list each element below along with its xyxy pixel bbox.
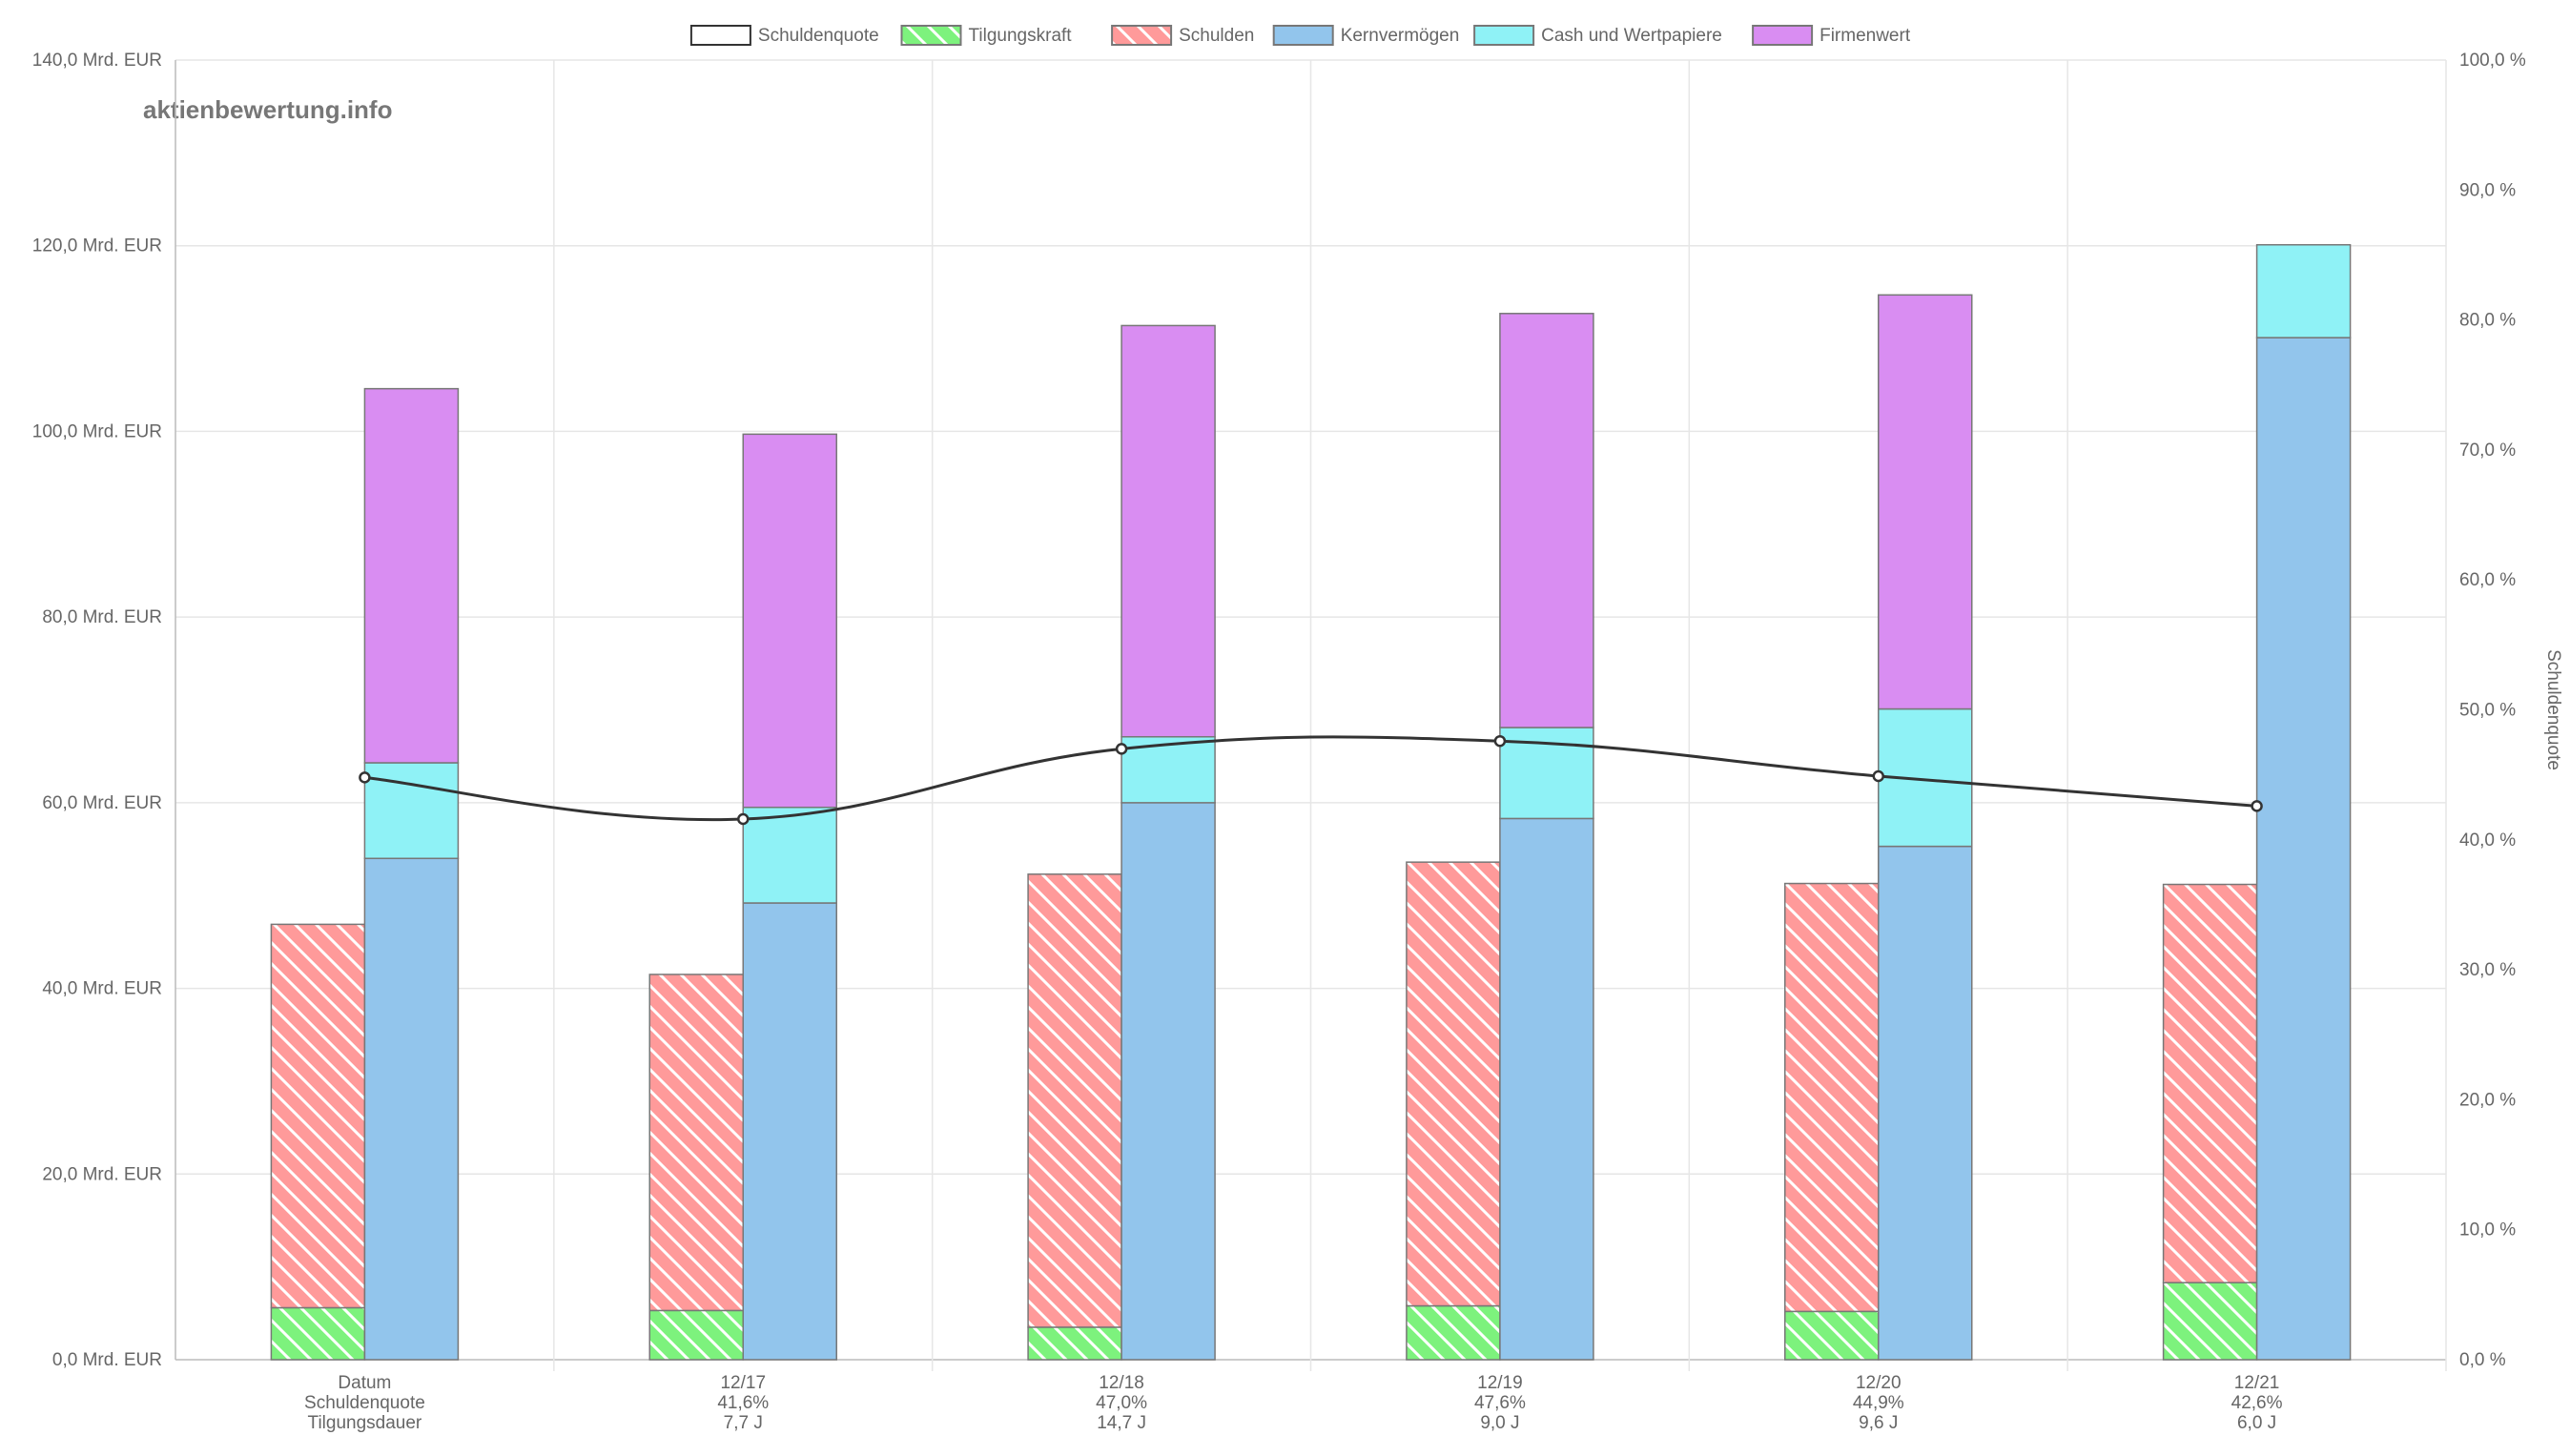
- y-right-tick-label: 40,0 %: [2459, 831, 2516, 851]
- y-right-tick-label: 60,0 %: [2459, 570, 2516, 590]
- y-right-tick-label: 70,0 %: [2459, 441, 2516, 461]
- y-left-tick-label: 80,0 Mrd. EUR: [42, 607, 162, 627]
- bar-schulden: [1406, 861, 1501, 1307]
- bar-tilgungskraft: [270, 1306, 366, 1361]
- y-left-tick-label: 100,0 Mrd. EUR: [32, 421, 162, 441]
- point-schuldenquote: [737, 812, 750, 826]
- bar-kernverm-gen: [1121, 802, 1216, 1361]
- y-right-tick-label: 10,0 %: [2459, 1220, 2516, 1241]
- x-tick-label: 12/21: [2234, 1373, 2280, 1393]
- point-schuldenquote: [359, 771, 371, 784]
- y-left-tick-label: 40,0 Mrd. EUR: [42, 979, 162, 999]
- y-left-tick-label: 60,0 Mrd. EUR: [42, 793, 162, 813]
- bar-kernverm-gen: [1878, 845, 1973, 1361]
- legend-label: Tilgungskraft: [969, 26, 1073, 46]
- bar-firmenwert: [363, 387, 460, 764]
- watermark: aktienbewertung.info: [143, 95, 393, 124]
- x-tick-label: Tilgungsdauer: [308, 1413, 422, 1433]
- bar-firmenwert: [1878, 294, 1973, 710]
- bar-firmenwert: [742, 433, 837, 809]
- bar-tilgungskraft: [1027, 1326, 1122, 1361]
- bar-tilgungskraft: [1406, 1304, 1501, 1361]
- x-tick-label: 12/18: [1099, 1373, 1144, 1393]
- legend: Schuldenquote Tilgungskraft Schulden Kernve…: [689, 25, 1911, 46]
- x-tick-label: 42,6%: [2231, 1393, 2283, 1413]
- line-series: [359, 734, 2263, 826]
- x-tick-label: 47,6%: [1474, 1393, 1526, 1413]
- bar-firmenwert: [1121, 324, 1216, 738]
- legend-label: Firmenwert: [1820, 26, 1911, 46]
- axes: 0,0 Mrd. EUR 20,0 Mrd. EUR 40,0 Mrd. EUR 60…: [32, 51, 2563, 1433]
- legend-swatch: [1752, 25, 1814, 46]
- legend-swatch: [1473, 25, 1535, 46]
- legend-label: Schuldenquote: [758, 26, 879, 46]
- bar-cash-und-wertpapiere: [363, 762, 460, 860]
- bar-schulden: [648, 974, 744, 1312]
- x-tick-label: 41,6%: [717, 1393, 769, 1413]
- bar-kernverm-gen: [1499, 817, 1594, 1361]
- y-right-tick-label: 0,0 %: [2459, 1350, 2506, 1370]
- y-left-tick-label: 0,0 Mrd. EUR: [52, 1350, 162, 1370]
- y-right-tick-label: 30,0 %: [2459, 960, 2516, 980]
- y-left-tick-label: 140,0 Mrd. EUR: [32, 51, 162, 71]
- bar-tilgungskraft: [1784, 1310, 1880, 1361]
- x-tick-label: 12/17: [720, 1373, 766, 1393]
- legend-swatch: [1111, 25, 1173, 46]
- bar-schulden: [270, 923, 366, 1309]
- point-schuldenquote: [1115, 743, 1128, 755]
- y-left-tick-label: 120,0 Mrd. EUR: [32, 236, 162, 256]
- bar-kernverm-gen: [2255, 337, 2352, 1361]
- y-right-tick-label: 90,0 %: [2459, 180, 2516, 200]
- x-tick-label: Datum: [338, 1373, 391, 1393]
- grid: [175, 59, 2447, 1371]
- point-schuldenquote: [1872, 769, 1884, 783]
- legend-swatch: [1272, 25, 1334, 46]
- y-right-tick-label: 20,0 %: [2459, 1090, 2516, 1110]
- bar-schulden: [1027, 873, 1122, 1328]
- x-tick-label: 44,9%: [1853, 1393, 1904, 1413]
- bar-cash-und-wertpapiere: [2255, 243, 2352, 338]
- legend-swatch: [900, 25, 962, 46]
- point-schuldenquote: [1493, 734, 1507, 748]
- bar-tilgungskraft: [2162, 1282, 2258, 1361]
- point-schuldenquote: [2251, 800, 2263, 812]
- legend-swatch: [689, 25, 751, 46]
- y-right-tick-label: 100,0 %: [2459, 51, 2526, 71]
- legend-label: Schulden: [1179, 26, 1254, 46]
- bars: [270, 243, 2352, 1361]
- x-tick-label: 9,6 J: [1859, 1413, 1898, 1433]
- bar-kernverm-gen: [363, 857, 460, 1361]
- line-schuldenquote: [364, 735, 2257, 822]
- bar-tilgungskraft: [648, 1309, 744, 1361]
- y-left-tick-label: 20,0 Mrd. EUR: [42, 1164, 162, 1184]
- bar-schulden: [2162, 883, 2258, 1283]
- x-tick-label: 12/19: [1477, 1373, 1523, 1393]
- bar-schulden: [1784, 882, 1880, 1313]
- x-tick-label: 7,7 J: [724, 1413, 763, 1433]
- legend-label: Kernvermögen: [1341, 26, 1460, 46]
- y-right-axis-title: Schuldenquote: [2543, 649, 2563, 770]
- bar-kernverm-gen: [742, 902, 837, 1361]
- bar-firmenwert: [1499, 313, 1594, 728]
- x-tick-label: 14,7 J: [1097, 1413, 1146, 1433]
- x-tick-label: 9,0 J: [1480, 1413, 1519, 1433]
- y-right-tick-label: 50,0 %: [2459, 701, 2516, 721]
- x-tick-label: 47,0%: [1096, 1393, 1147, 1413]
- x-tick-label: 12/20: [1856, 1373, 1902, 1393]
- y-right-tick-label: 80,0 %: [2459, 311, 2516, 331]
- x-tick-label: Schuldenquote: [304, 1393, 425, 1413]
- bar-cash-und-wertpapiere: [742, 806, 837, 904]
- x-tick-label: 6,0 J: [2237, 1413, 2276, 1433]
- legend-label: Cash und Wertpapiere: [1541, 26, 1722, 46]
